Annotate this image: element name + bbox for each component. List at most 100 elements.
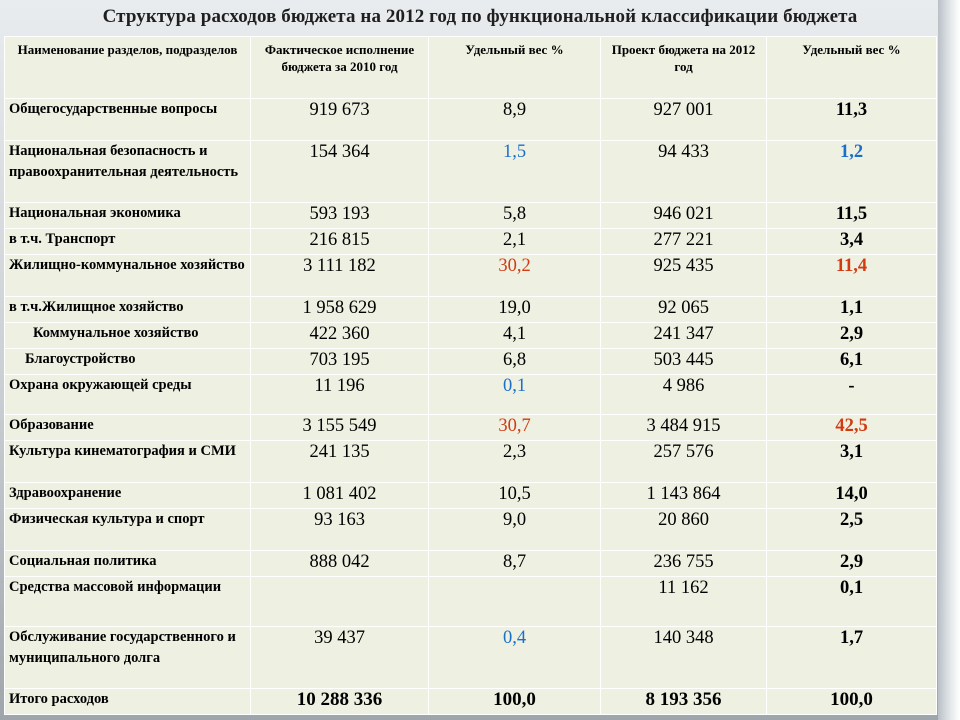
row-actual: 11 196 (250, 374, 429, 415)
table-row: Средства массовой информации 11 162 0,1 (4, 576, 937, 627)
row-name: Общегосударственные вопросы (4, 98, 251, 141)
header-name: Наименование разделов, подразделов (4, 36, 251, 99)
row-project: 11 162 (600, 576, 767, 627)
row-name: Обслуживание государственного и муниципа… (4, 626, 251, 689)
header-share-2012: Удельный вес % (766, 36, 937, 99)
row-project: 925 435 (600, 254, 767, 297)
row-project: 236 755 (600, 550, 767, 577)
row-actual (250, 576, 429, 627)
row-name: Физическая культура и спорт (4, 508, 251, 551)
row-name: в т.ч. Транспорт (4, 228, 251, 255)
row-actual: 93 163 (250, 508, 429, 551)
row-share-2010: 0,1 (428, 374, 601, 415)
row-name: Коммунальное хозяйство (4, 322, 251, 349)
table-row: Национальная экономика 593 193 5,8 946 0… (4, 202, 937, 229)
row-share-2010: 30,7 (428, 414, 601, 441)
row-share-2010: 6,8 (428, 348, 601, 375)
row-share-2012: 0,1 (766, 576, 937, 627)
row-share-2012: 2,9 (766, 550, 937, 577)
row-actual: 593 193 (250, 202, 429, 229)
row-project: 241 347 (600, 322, 767, 349)
row-project: 946 021 (600, 202, 767, 229)
row-share-2012: 11,4 (766, 254, 937, 297)
table-row: Социальная политика 888 042 8,7 236 755 … (4, 550, 937, 577)
row-project: 4 986 (600, 374, 767, 415)
total-share-2010: 100,0 (428, 688, 601, 715)
row-actual: 3 155 549 (250, 414, 429, 441)
row-share-2010: 1,5 (428, 140, 601, 203)
row-actual: 216 815 (250, 228, 429, 255)
row-actual: 888 042 (250, 550, 429, 577)
row-share-2010: 2,3 (428, 440, 601, 483)
row-actual: 241 135 (250, 440, 429, 483)
row-share-2012: 42,5 (766, 414, 937, 441)
row-actual: 703 195 (250, 348, 429, 375)
row-actual: 39 437 (250, 626, 429, 689)
row-share-2012: 3,4 (766, 228, 937, 255)
table-total-row: Итого расходов 10 288 336 100,0 8 193 35… (4, 688, 937, 715)
table-header-row: Наименование разделов, подразделов Факти… (4, 36, 937, 99)
table-row: Общегосударственные вопросы 919 673 8,9 … (4, 98, 937, 141)
row-name: Национальная безопасность и правоохранит… (4, 140, 251, 203)
table-row: Образование 3 155 549 30,7 3 484 915 42,… (4, 414, 937, 441)
total-actual: 10 288 336 (250, 688, 429, 715)
row-share-2012: 1,7 (766, 626, 937, 689)
row-actual: 3 111 182 (250, 254, 429, 297)
row-name: Образование (4, 414, 251, 441)
header-actual: Фактическое исполнение бюджета за 2010 г… (250, 36, 429, 99)
table-row: Культура кинематография и СМИ 241 135 2,… (4, 440, 937, 483)
page-title: Структура расходов бюджета на 2012 год п… (102, 6, 858, 27)
row-actual: 919 673 (250, 98, 429, 141)
total-project: 8 193 356 (600, 688, 767, 715)
row-share-2012: 2,9 (766, 322, 937, 349)
row-project: 20 860 (600, 508, 767, 551)
row-name: Жилищно-коммунальное хозяйство (4, 254, 251, 297)
table-row: в т.ч.Жилищное хозяйство 1 958 629 19,0 … (4, 296, 937, 323)
header-share-2010: Удельный вес % (428, 36, 601, 99)
table-row: Национальная безопасность и правоохранит… (4, 140, 937, 203)
row-share-2010: 30,2 (428, 254, 601, 297)
row-share-2010: 10,5 (428, 482, 601, 509)
row-share-2012: 6,1 (766, 348, 937, 375)
total-share-2012: 100,0 (766, 688, 937, 715)
row-share-2012: 14,0 (766, 482, 937, 509)
row-name: в т.ч.Жилищное хозяйство (4, 296, 251, 323)
row-share-2010 (428, 576, 601, 627)
budget-table: Наименование разделов, подразделов Факти… (4, 36, 937, 715)
row-actual: 1 958 629 (250, 296, 429, 323)
row-project: 257 576 (600, 440, 767, 483)
row-share-2010: 9,0 (428, 508, 601, 551)
row-project: 1 143 864 (600, 482, 767, 509)
row-name: Средства массовой информации (4, 576, 251, 627)
row-project: 277 221 (600, 228, 767, 255)
row-project: 927 001 (600, 98, 767, 141)
row-share-2012: - (766, 374, 937, 415)
row-share-2010: 8,7 (428, 550, 601, 577)
table-row: Жилищно-коммунальное хозяйство 3 111 182… (4, 254, 937, 297)
table-row: Обслуживание государственного и муниципа… (4, 626, 937, 689)
row-share-2012: 1,1 (766, 296, 937, 323)
table-row: в т.ч. Транспорт 216 815 2,1 277 221 3,4 (4, 228, 937, 255)
row-name: Социальная политика (4, 550, 251, 577)
header-project: Проект бюджета на 2012 год (600, 36, 767, 99)
row-name: Благоустройство (4, 348, 251, 375)
row-name: Охрана окружающей среды (4, 374, 251, 415)
row-share-2010: 4,1 (428, 322, 601, 349)
total-name: Итого расходов (4, 688, 251, 715)
table-row: Благоустройство 703 195 6,8 503 445 6,1 (4, 348, 937, 375)
row-name: Национальная экономика (4, 202, 251, 229)
row-project: 503 445 (600, 348, 767, 375)
row-share-2010: 8,9 (428, 98, 601, 141)
row-actual: 154 364 (250, 140, 429, 203)
row-project: 92 065 (600, 296, 767, 323)
table-row: Охрана окружающей среды 11 196 0,1 4 986… (4, 374, 937, 415)
table-row: Физическая культура и спорт 93 163 9,0 2… (4, 508, 937, 551)
row-name: Здравоохранение (4, 482, 251, 509)
background-gradient-strip (938, 0, 960, 720)
table-row: Здравоохранение 1 081 402 10,5 1 143 864… (4, 482, 937, 509)
row-share-2010: 5,8 (428, 202, 601, 229)
row-project: 140 348 (600, 626, 767, 689)
row-project: 3 484 915 (600, 414, 767, 441)
row-share-2010: 19,0 (428, 296, 601, 323)
row-actual: 422 360 (250, 322, 429, 349)
